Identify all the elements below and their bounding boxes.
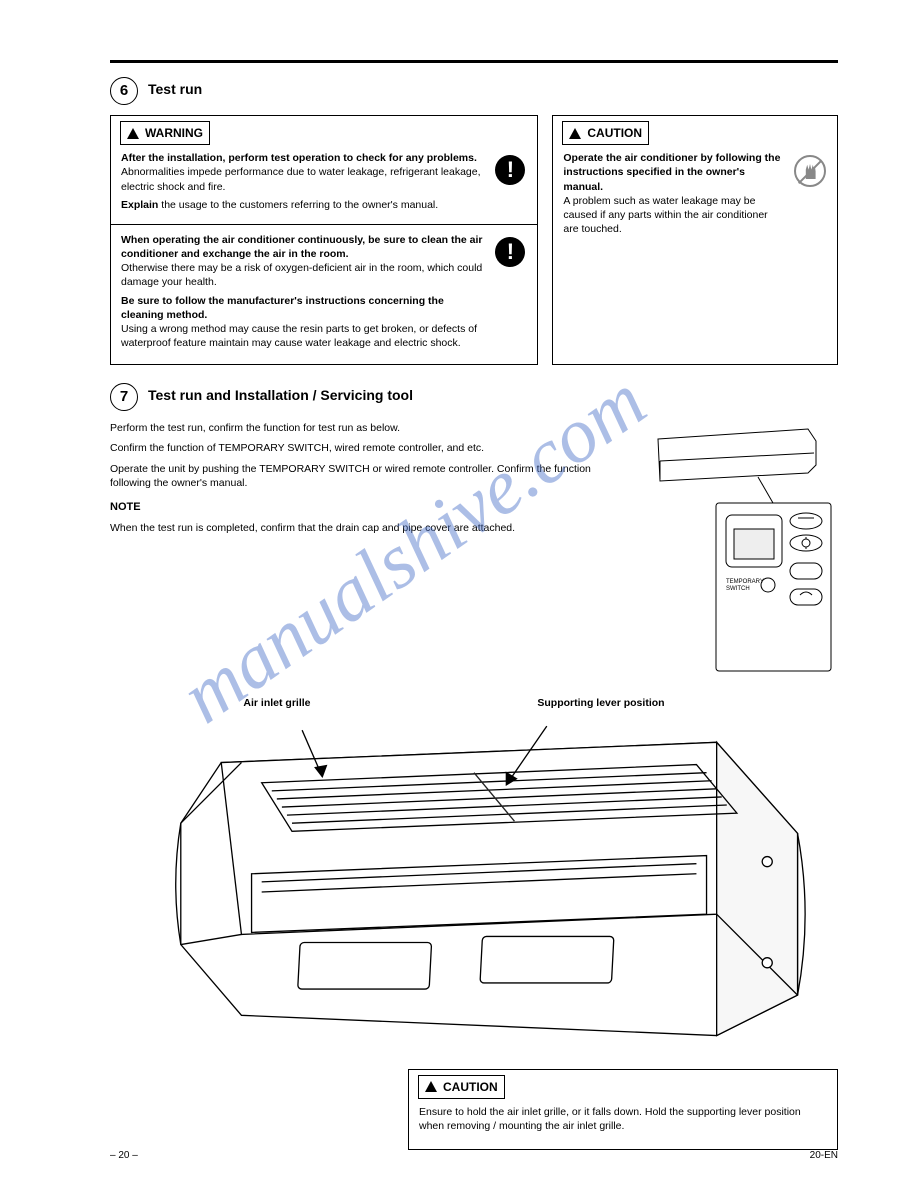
step-7-heading: 7 Test run and Installation / Servicing …: [110, 383, 838, 411]
caution-label: CAUTION: [587, 125, 642, 141]
svg-text:SWITCH: SWITCH: [726, 586, 750, 592]
warning-box-left: WARNING After the installation, perform …: [110, 115, 538, 365]
caution-text: Operate the air conditioner by following…: [563, 151, 783, 240]
page-number-center: – 20 –: [110, 1149, 138, 1163]
step-6-warning-row: WARNING After the installation, perform …: [110, 115, 838, 365]
step-7-p3: Operate the unit by pushing the TEMPORAR…: [110, 462, 618, 490]
warning-label: WARNING: [145, 125, 203, 141]
step-7-note: NOTE: [110, 500, 618, 515]
step-7-title: Test run and Installation / Servicing to…: [148, 383, 413, 405]
step-6-heading: 6 Test run: [110, 77, 838, 105]
caution-header: CAUTION: [562, 121, 649, 145]
step-7-note-text: When the test run is completed, confirm …: [110, 521, 618, 535]
bottom-caution-text: Ensure to hold the air inlet grille, or …: [419, 1105, 827, 1133]
do-not-touch-icon: [794, 155, 826, 187]
indoor-unit-svg: [110, 712, 838, 1056]
label-supporting-lever: Supporting lever position: [537, 696, 664, 710]
caution-triangle-icon: [425, 1081, 437, 1092]
warning-block-1: After the installation, perform test ope…: [121, 151, 483, 216]
step-7-body: Perform the test run, confirm the functi…: [110, 421, 618, 686]
warning-triangle-icon: [127, 128, 139, 139]
unit-figure: Air inlet grille Supporting lever positi…: [110, 696, 838, 1150]
caution-box-right: CAUTION Operate the air conditioner by f…: [552, 115, 838, 365]
step-6-title: Test run: [148, 77, 202, 99]
mandatory-icon: !: [495, 237, 525, 267]
page-number-right: 20-EN: [810, 1149, 838, 1163]
header-rule: [110, 60, 838, 63]
step-6-number: 6: [110, 77, 138, 105]
step-7-p1: Perform the test run, confirm the functi…: [110, 421, 618, 435]
bottom-caution-label: CAUTION: [443, 1079, 498, 1095]
step-7-p2: Confirm the function of TEMPORARY SWITCH…: [110, 441, 618, 455]
page-footer: – 20 – 20-EN: [110, 1149, 838, 1163]
warning-divider: [111, 224, 537, 225]
ac-unit-and-remote-svg: TEMPORARY SWITCH: [638, 421, 838, 681]
bottom-caution-header: CAUTION: [418, 1075, 505, 1099]
warning-block-2: When operating the air conditioner conti…: [121, 233, 483, 354]
step-7-number: 7: [110, 383, 138, 411]
temporary-switch-label: TEMPORARY: [726, 579, 764, 585]
caution-triangle-icon: [569, 128, 581, 139]
label-air-inlet-grille: Air inlet grille: [243, 696, 310, 710]
mandatory-icon: !: [495, 155, 525, 185]
warning-header: WARNING: [120, 121, 210, 145]
remote-illustration: TEMPORARY SWITCH: [638, 421, 838, 686]
bottom-caution-box: CAUTION Ensure to hold the air inlet gri…: [408, 1069, 838, 1151]
